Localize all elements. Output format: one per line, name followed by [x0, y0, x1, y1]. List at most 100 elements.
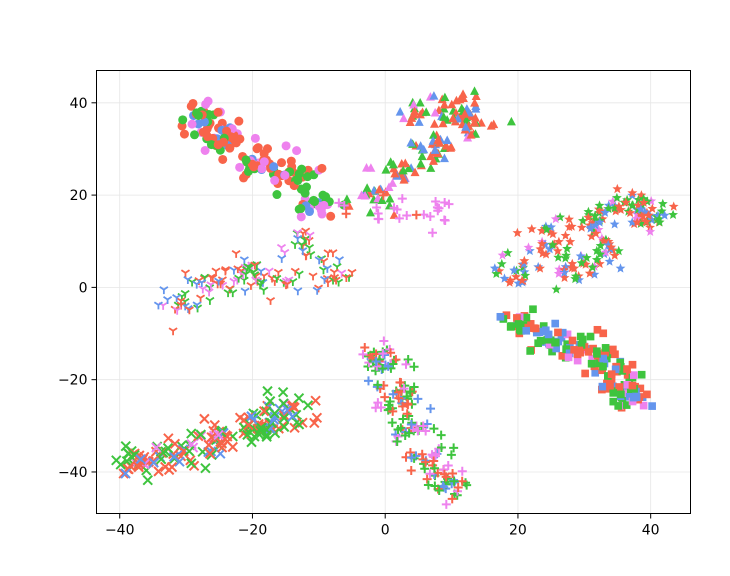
data-point	[228, 289, 238, 298]
data-point	[362, 183, 372, 192]
data-point	[425, 211, 435, 221]
data-points	[111, 86, 679, 509]
data-point	[402, 210, 412, 220]
data-point	[410, 106, 420, 116]
data-point	[183, 446, 195, 457]
data-point	[645, 226, 656, 236]
data-point	[470, 98, 480, 107]
data-point	[551, 338, 560, 347]
data-point	[555, 212, 565, 222]
data-point	[496, 312, 505, 321]
data-point	[259, 286, 269, 295]
data-point	[562, 243, 572, 253]
data-point	[439, 153, 449, 163]
data-point	[643, 390, 651, 399]
data-point	[180, 269, 191, 278]
data-point	[169, 438, 181, 450]
data-point	[192, 301, 202, 310]
data-point	[609, 203, 620, 213]
data-point	[614, 201, 624, 211]
data-point	[617, 390, 625, 399]
data-point	[200, 145, 210, 155]
data-point	[587, 359, 596, 368]
x-tick-label: −40	[105, 523, 135, 539]
data-point	[593, 224, 604, 234]
data-point	[172, 306, 182, 315]
data-point	[392, 436, 402, 446]
data-point	[430, 463, 440, 473]
data-point	[470, 113, 480, 122]
data-point	[331, 276, 341, 285]
data-point	[179, 129, 189, 139]
data-point	[186, 101, 196, 111]
data-point	[520, 270, 531, 280]
data-point	[591, 228, 601, 238]
data-point	[413, 426, 423, 436]
data-point	[296, 212, 306, 222]
data-point	[612, 183, 623, 194]
data-point	[387, 418, 397, 428]
data-point	[399, 175, 409, 184]
data-point	[199, 117, 209, 127]
data-point	[176, 301, 186, 310]
data-point	[397, 194, 407, 204]
data-point	[587, 262, 598, 272]
data-point	[185, 455, 196, 466]
data-point	[513, 278, 524, 288]
data-point	[575, 251, 586, 261]
data-point	[409, 99, 419, 109]
data-point	[159, 286, 169, 295]
data-point	[489, 119, 499, 129]
data-point	[470, 86, 480, 95]
data-point	[200, 462, 211, 474]
data-point	[302, 172, 312, 182]
data-point	[293, 287, 303, 296]
data-point	[168, 327, 178, 336]
data-point	[453, 483, 463, 493]
data-point	[547, 239, 558, 250]
data-point	[195, 429, 207, 440]
data-point	[222, 431, 233, 442]
data-point	[607, 370, 616, 379]
data-point	[651, 214, 662, 225]
data-point	[597, 214, 608, 224]
data-point	[432, 202, 442, 212]
data-point	[533, 261, 544, 272]
data-point	[406, 466, 416, 476]
data-point	[611, 365, 620, 374]
data-point	[273, 268, 283, 277]
data-point	[608, 346, 617, 355]
data-point	[529, 305, 537, 314]
data-point	[422, 474, 432, 484]
data-point	[278, 410, 290, 421]
data-point	[294, 270, 304, 279]
data-point	[135, 454, 146, 465]
data-point	[570, 273, 581, 284]
data-point	[548, 347, 556, 356]
data-point	[276, 243, 287, 252]
data-point	[551, 284, 562, 294]
data-point	[312, 286, 322, 295]
data-point	[595, 240, 606, 250]
data-point	[183, 276, 193, 284]
data-point	[196, 294, 206, 303]
data-point	[581, 252, 592, 262]
data-point	[458, 93, 468, 103]
data-point	[541, 249, 551, 259]
data-point	[269, 162, 279, 172]
data-point	[609, 250, 620, 260]
x-tick-label: 0	[381, 523, 390, 539]
data-point	[205, 296, 215, 305]
data-point	[566, 262, 577, 273]
data-point	[499, 273, 510, 283]
grid-lines	[96, 70, 691, 514]
data-point	[246, 281, 256, 290]
data-point	[429, 119, 439, 128]
data-point	[446, 143, 456, 152]
data-point	[250, 133, 260, 143]
data-point	[344, 201, 354, 210]
data-point	[654, 217, 665, 227]
data-point	[616, 358, 625, 367]
data-point	[404, 428, 414, 438]
data-point	[258, 405, 270, 417]
